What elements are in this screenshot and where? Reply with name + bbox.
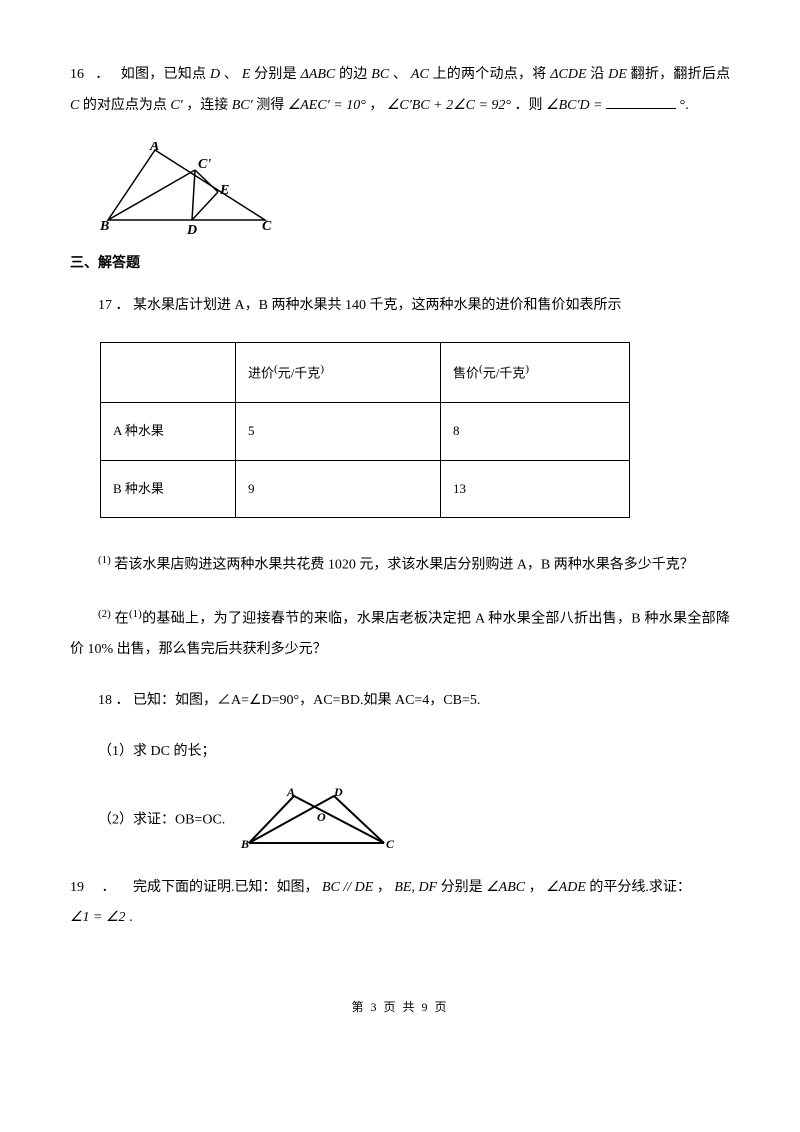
svg-text:D: D (186, 223, 197, 237)
question-18-intro: 18 ． 已知：如图，∠A=∠D=90°，AC=BD.如果 AC=4，CB=5. (70, 686, 730, 717)
q18-part1: （1）求 DC 的长； (70, 737, 730, 768)
svg-text:C: C (386, 837, 395, 851)
q17-part2: (2) 在(1)的基础上，为了迎接春节的来临，水果店老板决定把 A 种水果全部八… (70, 602, 730, 666)
q-number: 16 (70, 67, 84, 82)
q18-part2: （2）求证：OB=OC. A D B C O (70, 788, 730, 853)
q17-part1: (1) 若该水果店购进这两种水果共花费 1020 元，求该水果店分别购进 A，B… (70, 548, 730, 581)
question-16: 16 ． 如图，已知点 D 、 E 分别是 ΔABC 的边 BC 、 AC 上的… (70, 60, 730, 122)
triangle-fold-diagram: A B C C' D E (100, 142, 280, 237)
svg-text:A: A (286, 788, 295, 799)
svg-text:C': C' (198, 157, 211, 172)
question-17-intro: 17 ． 某水果店计划进 A，B 两种水果共 140 千克，这两种水果的进价和售… (70, 291, 730, 322)
answer-blank (606, 94, 676, 109)
svg-text:B: B (240, 837, 249, 851)
q18-figure: A D B C O (239, 788, 399, 853)
svg-text:C: C (262, 219, 272, 234)
table-row: 进价(元/千克) 售价(元/千克) (101, 343, 630, 403)
table-row: B 种水果 9 13 (101, 460, 630, 518)
q-number: 17 (98, 298, 112, 313)
svg-text:B: B (100, 219, 109, 234)
page-footer: 第 3 页 共 9 页 (70, 994, 730, 1020)
q-number: 18 (98, 693, 112, 708)
q-number: 19 (70, 880, 84, 895)
fruit-price-table: 进价(元/千克) 售价(元/千克) A 种水果 5 8 B 种水果 9 13 (100, 342, 630, 518)
svg-text:A: A (149, 142, 159, 154)
triangle-oboc-diagram: A D B C O (239, 788, 399, 853)
q16-figure: A B C C' D E (100, 142, 730, 237)
question-19: 19 ． 完成下面的证明.已知：如图， BC // DE ， BE, DF 分别… (70, 873, 730, 935)
section-3-title: 三、解答题 (70, 249, 730, 280)
svg-text:D: D (333, 788, 343, 799)
svg-text:O: O (317, 810, 326, 824)
table-row: A 种水果 5 8 (101, 403, 630, 461)
svg-text:E: E (219, 183, 229, 198)
